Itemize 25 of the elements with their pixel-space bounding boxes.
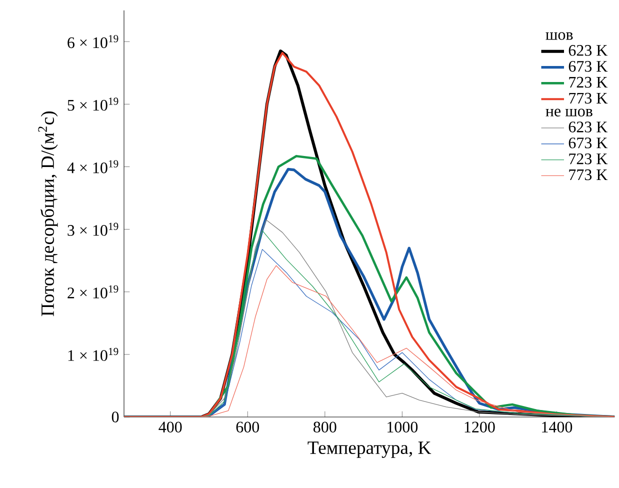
legend-title: шов (546, 32, 573, 40)
legend-label: 723 K (569, 76, 608, 88)
legend-label: 773 K (569, 169, 608, 180)
y-tick-label: 2 × 10$^{19}$ (68, 285, 118, 298)
legend-label: 623 K (568, 45, 608, 56)
y-tick-label: 3 × 10$^{19}$ (68, 222, 118, 236)
x-tick-label: 1000 (388, 422, 418, 432)
y-tick-label: 0 (112, 412, 119, 422)
y-tick-label: 5 × 10$^{19}$ (68, 98, 118, 111)
x-tick-label: 400 (158, 422, 182, 432)
x-tick-label: 600 (236, 422, 260, 432)
legend-label: 623 K (568, 122, 608, 132)
legend-label: 773 K (569, 92, 608, 104)
y-tick-label: 6 × 10$^{19}$ (68, 35, 118, 48)
legend-label: 673 K (568, 60, 608, 72)
legend-label: 673 K (568, 138, 608, 148)
legend-label: 723 K (569, 153, 608, 164)
x-axis-title: Температура, K (308, 442, 432, 458)
y-tick-label: 4 × 10$^{19}$ (67, 160, 118, 174)
y-tick-label: 1 × 10$^{19}$ (68, 348, 118, 361)
x-tick-label: 1200 (464, 422, 495, 432)
y-axis-title: Поток десорбции, D/(м$^{2}$с) (38, 112, 58, 316)
x-tick-label: 800 (314, 422, 336, 432)
annotation: не шов (546, 108, 592, 116)
x-tick-label: 1400 (542, 422, 572, 432)
